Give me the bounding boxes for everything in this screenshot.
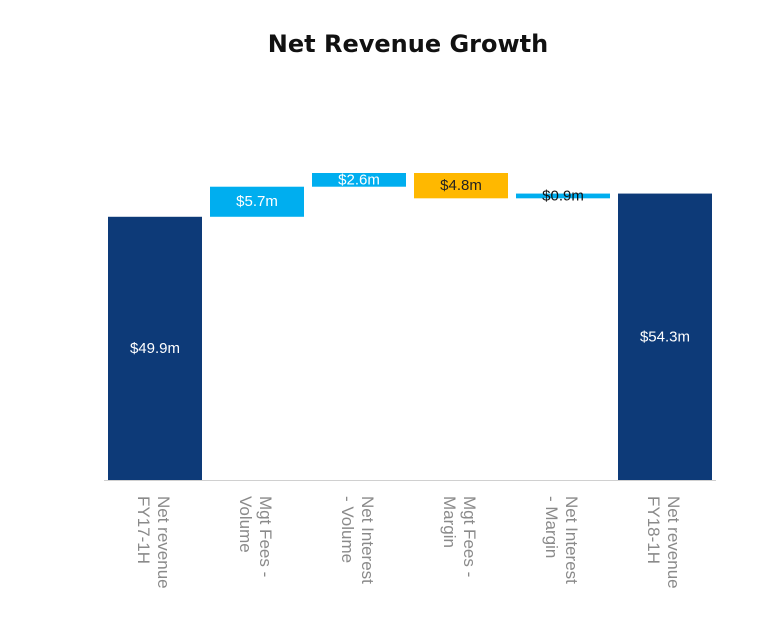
data-label-4: $4.8m: [440, 177, 482, 194]
bars-layer: [108, 173, 712, 481]
bar-6: [618, 193, 712, 481]
bar-1: [108, 216, 202, 480]
x-tick-label-line: Net Interest: [562, 496, 581, 584]
bar-2: [210, 186, 304, 217]
data-label-6: $54.3m: [640, 328, 690, 345]
x-tick-label-line: - Margin: [542, 496, 561, 558]
x-tick-label-line: FY17-1H: [134, 496, 153, 564]
bar-5: [516, 193, 610, 199]
bar-4: [414, 173, 508, 199]
x-tick-label-line: Mgt Fees -: [256, 496, 275, 577]
x-tick-label-5: Net Interest- Margin: [542, 496, 581, 584]
x-tick-label-line: Mgt Fees -: [460, 496, 479, 577]
data-label-5: $0.9m: [542, 187, 584, 204]
x-tick-label-line: Net revenue: [664, 496, 683, 589]
bar-3: [312, 173, 406, 187]
data-label-1: $49.9m: [130, 340, 180, 357]
x-tick-label-3: Net Interest- Volume: [338, 496, 377, 584]
x-tick-label-2: Mgt Fees -Volume: [236, 496, 275, 577]
x-tick-label-line: - Volume: [338, 496, 357, 563]
data-label-3: $2.6m: [338, 171, 380, 188]
data-label-2: $5.7m: [236, 193, 278, 210]
chart-title: Net Revenue Growth: [268, 30, 548, 58]
x-tick-label-line: FY18-1H: [644, 496, 663, 564]
x-tick-label-line: Net revenue: [154, 496, 173, 589]
x-tick-label-4: Mgt Fees -Margin: [440, 496, 479, 577]
x-tick-label-line: Net Interest: [358, 496, 377, 584]
x-tick-label-line: Margin: [440, 496, 459, 548]
x-tick-label-line: Volume: [236, 496, 255, 553]
data-labels-layer: $49.9m $5.7m $2.6m $4.8m $0.9m $54.3m: [130, 171, 690, 357]
